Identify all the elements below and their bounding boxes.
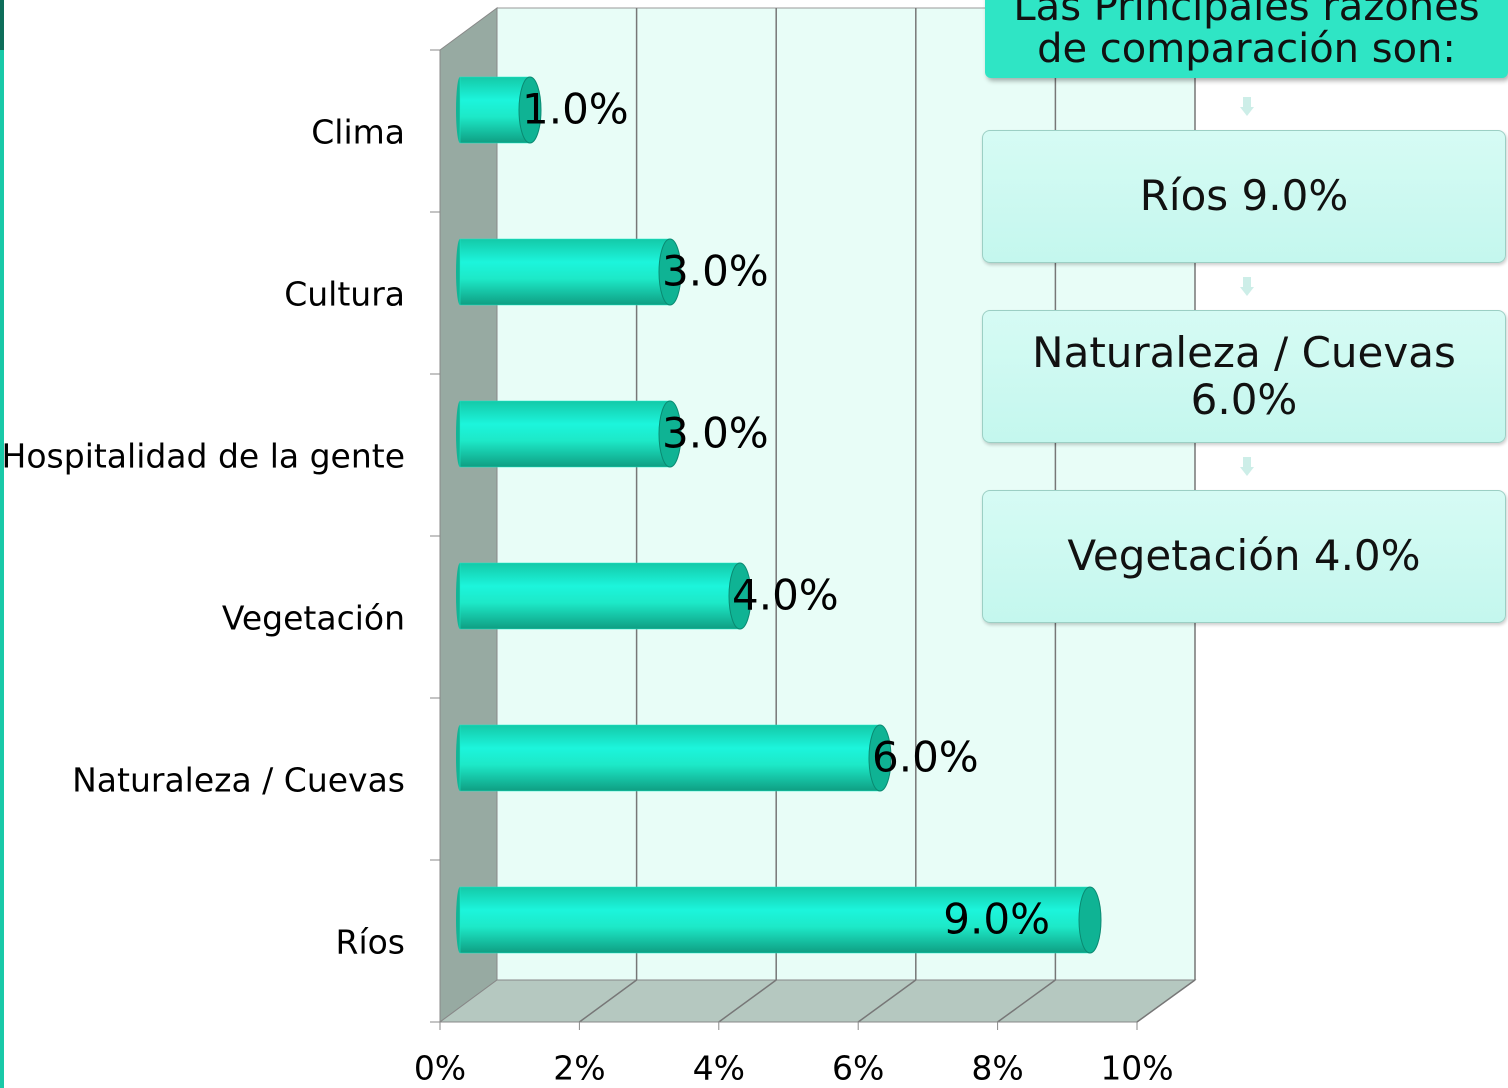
y-tick-label: Clima [311, 113, 405, 152]
value-label: 3.0% [662, 247, 769, 296]
x-tick-label: 6% [832, 1049, 884, 1088]
bar [459, 238, 671, 306]
y-tick-label: Ríos [336, 923, 405, 962]
bar [459, 562, 741, 630]
y-tick-label: Hospitalidad de la gente [2, 437, 405, 476]
bar-end [658, 238, 682, 306]
x-tick-label: 0% [414, 1049, 466, 1088]
bar-end [518, 76, 542, 144]
value-label: 4.0% [732, 571, 839, 620]
value-label: 9.0% [943, 895, 1050, 944]
panel-item: Naturaleza / Cuevas 6.0% [982, 310, 1506, 443]
floor-line [578, 979, 638, 1023]
bar-end [658, 400, 682, 468]
x-tick-label: 2% [553, 1049, 605, 1088]
floor-line [997, 979, 1056, 1023]
panel-item: Ríos 9.0% [982, 130, 1506, 263]
x-tick-label: 8% [971, 1049, 1023, 1088]
value-label: 6.0% [872, 733, 979, 782]
plot: 0% 2% 4% 6% 8% 10% Clima 1.0% Cultura 3.0% Hospita… [2, 8, 1196, 1088]
panel-title: Las Principales razones de comparación s… [985, 0, 1508, 78]
bar-end [728, 562, 752, 630]
bar [459, 886, 1091, 954]
bar [459, 400, 671, 468]
left-border [0, 0, 4, 1088]
arrow [1240, 97, 1254, 116]
bar [459, 724, 881, 792]
floor-line [857, 979, 917, 1023]
x-tick-label: 4% [693, 1049, 745, 1088]
arrow [1240, 457, 1254, 476]
y-tick-label: Vegetación [222, 599, 405, 638]
value-label: 3.0% [662, 409, 769, 458]
bar [459, 76, 531, 144]
left-border-top [0, 0, 4, 50]
value-label: 1.0% [522, 85, 629, 134]
floor-line [1136, 979, 1196, 1023]
bar-end [1078, 886, 1102, 954]
floor [438, 979, 1197, 1023]
x-tick-label: 10% [1100, 1049, 1173, 1088]
y-tick-label: Naturaleza / Cuevas [72, 761, 405, 800]
bar-end [868, 724, 892, 792]
side-wall [439, 7, 498, 1023]
y-tick-label: Cultura [284, 275, 405, 314]
floor-line [718, 979, 777, 1023]
arrow [1240, 277, 1254, 296]
panel-item: Vegetación 4.0% [982, 490, 1506, 623]
